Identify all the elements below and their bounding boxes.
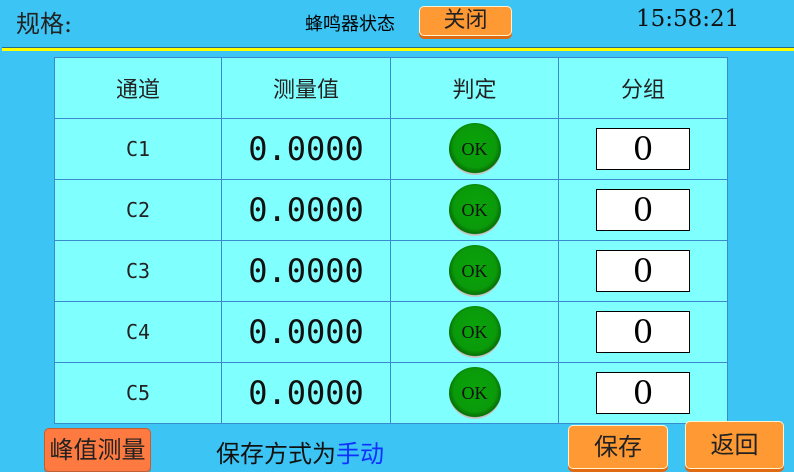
ok-indicator-lamp: OK <box>448 184 501 236</box>
measured-value: 0.0000 <box>221 301 391 363</box>
buzzer-status-label: 蜂鸣器状态 <box>305 14 395 35</box>
measured-value: 0.0000 <box>221 179 391 241</box>
ok-indicator-lamp: OK <box>448 306 501 358</box>
judgement-cell: OK <box>390 301 559 363</box>
clock: 15:58:21 <box>636 6 740 32</box>
ok-indicator-lamp: OK <box>448 245 501 297</box>
spec-label: 规格: <box>16 10 73 38</box>
column-header: 分组 <box>558 57 728 119</box>
channel-table: 通道 测量值 判定 分组 C1 0.0000 OK 0 C2 0.0000 OK … <box>54 57 728 424</box>
judgement-cell: OK <box>390 118 559 180</box>
group-cell: 0 <box>558 240 728 302</box>
column-header: 通道 <box>54 57 222 119</box>
back-button[interactable]: 返回 <box>685 421 784 469</box>
measured-value: 0.0000 <box>221 118 391 180</box>
table-row: C4 0.0000 OK 0 <box>54 301 728 363</box>
measured-value: 0.0000 <box>221 362 391 424</box>
group-input[interactable]: 0 <box>596 128 690 170</box>
channel-cell: C2 <box>54 179 222 241</box>
group-input[interactable]: 0 <box>596 250 690 292</box>
buzzer-toggle-button[interactable]: 关闭 <box>419 6 512 36</box>
judgement-cell: OK <box>390 240 559 302</box>
channel-cell: C5 <box>54 362 222 424</box>
group-cell: 0 <box>558 362 728 424</box>
measured-value: 0.0000 <box>221 240 391 302</box>
save-mode-text: 保存方式为手动 <box>216 434 384 469</box>
table-header: 通道 测量值 判定 分组 <box>54 57 728 119</box>
table-row: C2 0.0000 OK 0 <box>54 179 728 241</box>
group-cell: 0 <box>558 118 728 180</box>
divider <box>2 47 794 51</box>
group-input[interactable]: 0 <box>596 372 690 414</box>
column-header: 测量值 <box>221 57 391 119</box>
channel-cell: C1 <box>54 118 222 180</box>
column-header: 判定 <box>390 57 559 119</box>
save-button[interactable]: 保存 <box>568 425 668 469</box>
save-mode-prefix: 保存方式为 <box>216 440 336 468</box>
ok-indicator-lamp: OK <box>448 367 501 419</box>
group-input[interactable]: 0 <box>596 311 690 353</box>
group-cell: 0 <box>558 301 728 363</box>
ok-indicator-lamp: OK <box>448 123 501 175</box>
save-mode-value: 手动 <box>336 440 384 468</box>
group-input[interactable]: 0 <box>596 189 690 231</box>
peak-measure-button[interactable]: 峰值测量 <box>44 428 151 472</box>
channel-cell: C4 <box>54 301 222 363</box>
judgement-cell: OK <box>390 362 559 424</box>
table-row: C3 0.0000 OK 0 <box>54 240 728 302</box>
table-row: C1 0.0000 OK 0 <box>54 118 728 180</box>
table-row: C5 0.0000 OK 0 <box>54 362 728 424</box>
group-cell: 0 <box>558 179 728 241</box>
channel-cell: C3 <box>54 240 222 302</box>
judgement-cell: OK <box>390 179 559 241</box>
